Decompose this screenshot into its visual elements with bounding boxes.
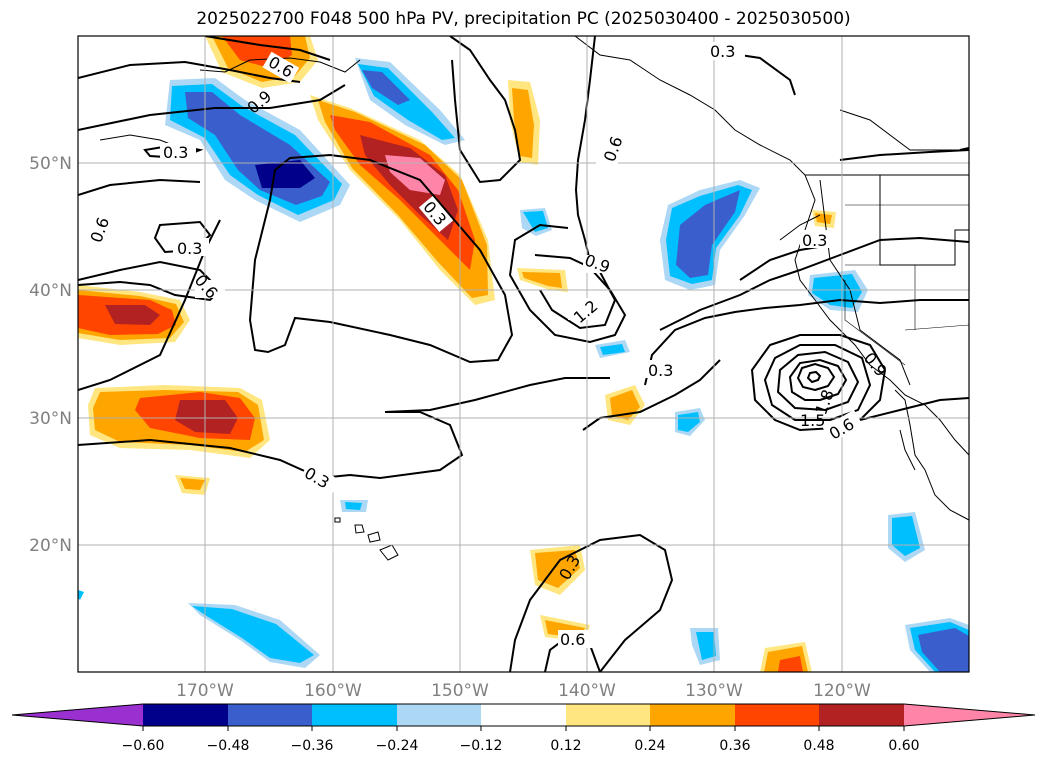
colorbar-swatch: [397, 704, 481, 726]
contour-label: 0.3: [710, 42, 735, 61]
colorbar-tick: −0.12: [460, 738, 503, 754]
precip-positive-north: [205, 36, 318, 88]
colorbar-tick: 0.36: [719, 738, 750, 754]
colorbar-swatch: [650, 704, 735, 726]
lat-label-50n: 50°N: [29, 154, 72, 174]
precip-field: 0.3 0.6 0.9 0.3 0.6 0.6 0.3 0.3 0.3 0.9 …: [78, 36, 969, 672]
colorbar-swatch: [566, 704, 650, 726]
latitude-labels: 50°N 40°N 30°N 20°N: [29, 154, 72, 556]
precip-negative-east: [660, 180, 760, 290]
contour-label: 0.6: [87, 215, 114, 245]
colorbar-swatch: [143, 704, 228, 726]
colorbar-tick: −0.24: [376, 738, 419, 754]
colorbar-swatch: [228, 704, 312, 726]
precip-negative-small: [78, 208, 969, 672]
contour-label: 0.3: [802, 231, 827, 250]
colorbar-swatch: [819, 704, 904, 726]
lat-label-30n: 30°N: [29, 409, 72, 429]
colorbar-swatch: [735, 704, 819, 726]
colorbar-swatch: [312, 704, 397, 726]
lat-label-20n: 20°N: [29, 536, 72, 556]
contour-label: 0.3: [177, 239, 202, 258]
lon-label-170w: 170°W: [176, 681, 234, 701]
colorbar-tick: 0.60: [888, 738, 919, 754]
lon-label-130w: 130°W: [685, 681, 743, 701]
longitude-labels: 170°W 160°W 150°W 140°W 130°W 120°W: [176, 681, 871, 701]
colorbar: −0.60 −0.48 −0.36 −0.24 −0.12 0.12 0.24 …: [11, 703, 1036, 754]
colorbar-tick: −0.60: [122, 738, 165, 754]
lon-label-120w: 120°W: [813, 681, 871, 701]
colorbar-tick: 0.12: [550, 738, 581, 754]
precip-negative-bering: [165, 78, 350, 222]
precip-positive-west30: [88, 385, 270, 458]
contour-label: 0.3: [648, 361, 673, 380]
precip-negative-north: [355, 58, 465, 145]
contour-label: 0.3: [163, 143, 188, 162]
lat-label-40n: 40°N: [29, 281, 72, 301]
colorbar-tick: 0.24: [634, 738, 665, 754]
colorbar-tick: −0.36: [291, 738, 334, 754]
contour-label: 0.9: [860, 349, 891, 381]
contour-label: 0.6: [560, 630, 585, 649]
colorbar-max-extend: [904, 704, 1035, 726]
lon-label-140w: 140°W: [558, 681, 616, 701]
lon-label-160w: 160°W: [304, 681, 362, 701]
lon-label-150w: 150°W: [431, 681, 489, 701]
colorbar-min-extend: [12, 704, 143, 726]
map-frame: [77, 35, 970, 673]
colorbar-tick: 0.48: [803, 738, 834, 754]
precip-positive-west40: [78, 285, 190, 345]
graticule: [78, 36, 969, 672]
contour-label: 1.5: [800, 411, 825, 430]
colorbar-swatch: [481, 704, 566, 726]
colorbar-tick: −0.48: [207, 738, 250, 754]
state-borders: [844, 204, 969, 366]
map-title: 2025022700 F048 500 hPa PV, precipitatio…: [196, 9, 851, 29]
